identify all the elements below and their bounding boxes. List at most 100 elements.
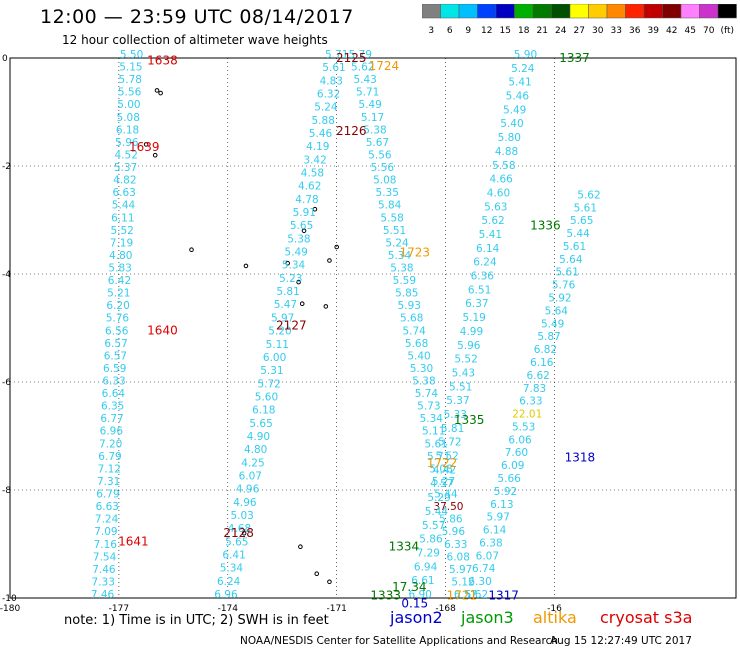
swh-value: 7.46 <box>91 589 115 601</box>
swh-value: 5.20 <box>268 326 291 338</box>
swh-value: 5.81 <box>276 286 299 298</box>
swh-value: 5.41 <box>479 229 502 241</box>
pass-time-label: 1723 <box>399 245 430 259</box>
swh-value: 5.67 <box>366 137 389 149</box>
swh-value: 4.57 <box>430 478 453 490</box>
pass-time-label: 1333 <box>370 588 401 602</box>
swh-value: 7.12 <box>98 463 121 475</box>
x-tick-label: -180 <box>0 604 20 614</box>
swh-value: 6.41 <box>222 549 245 561</box>
swh-value: 5.46 <box>309 128 333 140</box>
swh-value: 5.34 <box>388 250 412 262</box>
swh-value: 5.56 <box>371 162 395 174</box>
swh-value: 5.44 <box>434 489 458 501</box>
swh-value: 5.72 <box>257 378 280 390</box>
pass-time-label: 2128 <box>223 526 254 540</box>
swh-value: 6.96 <box>100 426 124 438</box>
swh-value: 5.60 <box>255 391 278 403</box>
swh-value: 6.36 <box>471 271 495 283</box>
swh-value: 6.33 <box>444 539 467 551</box>
swh-value: 5.59 <box>393 275 416 287</box>
swh-value: 6.32 <box>317 89 340 101</box>
swh-value: 6.56 <box>105 325 129 337</box>
swh-value: 5.49 <box>358 99 381 111</box>
swh-value: 5.38 <box>390 262 413 274</box>
swh-value: 5.23 <box>279 273 302 285</box>
swh-value: 7.09 <box>94 526 117 538</box>
swh-value: 6.24 <box>217 576 241 588</box>
swh-value: 5.24 <box>511 63 535 75</box>
swh-value: 4.96 <box>233 497 257 509</box>
swh-value: 5.33 <box>444 409 467 421</box>
swh-value: 5.85 <box>395 288 418 300</box>
swh-value: 5.38 <box>412 376 435 388</box>
swh-value: 5.50 <box>120 49 143 61</box>
scale-label: 3 <box>428 26 434 36</box>
swh-value: 5.61 <box>574 202 597 214</box>
pass-time-label: 1640 <box>147 324 178 338</box>
swh-value: 5.72 <box>438 437 461 449</box>
swh-value: 5.97 <box>449 564 472 576</box>
swh-value: 5.92 <box>494 486 517 498</box>
swh-value: 5.61 <box>556 267 579 279</box>
swh-value: 5.64 <box>545 305 569 317</box>
swh-value: 5.65 <box>570 215 593 227</box>
swh-value: 4.42 <box>433 464 456 476</box>
island-outline <box>243 263 249 269</box>
island-outline <box>241 530 247 536</box>
swh-value: 5.03 <box>230 510 253 522</box>
swh-value: 6.18 <box>116 124 139 136</box>
swh-value: 7.46 <box>92 564 116 576</box>
swh-value: 5.24 <box>385 237 409 249</box>
swh-value: 5.61 <box>424 438 447 450</box>
swh-value: 6.00 <box>263 352 286 364</box>
swh-value: 6.77 <box>100 413 123 425</box>
swh-value: 5.08 <box>429 463 452 475</box>
swh-value: 4.52 <box>115 149 138 161</box>
swh-value: 5.66 <box>497 473 521 485</box>
scale-label: 9 <box>465 26 471 36</box>
swh-value: 5.80 <box>498 132 521 144</box>
wave-height-color-scale: 3 6 9 12 15 18 21 24 27 30 33 36 39 42 45 70 (ft) <box>422 4 737 36</box>
swh-value: 5.62 <box>351 62 374 74</box>
swh-value: 6.07 <box>476 550 499 562</box>
swh-value: 6.38 <box>479 537 502 549</box>
swh-value: 5.49 <box>503 104 526 116</box>
scale-label: 36 <box>629 26 641 36</box>
swh-value: 7.33 <box>92 576 115 588</box>
pass-time-label: 1337 <box>559 51 590 65</box>
swh-value: 5.38 <box>363 124 386 136</box>
scale-label: 6 <box>447 26 453 36</box>
units-note: note: 1) Time is in UTC; 2) SWH is in fe… <box>64 613 329 628</box>
swh-value: 5.43 <box>452 367 475 379</box>
island-outline <box>314 571 320 577</box>
swh-value: 6.30 <box>468 576 491 588</box>
y-tick-label: -10 <box>2 594 17 604</box>
swh-value: 5.83 <box>108 262 131 274</box>
swh-value: 5.34 <box>420 413 444 425</box>
swh-value: 6.79 <box>96 489 119 501</box>
swh-value: 5.41 <box>508 77 531 89</box>
swh-value: 5.17 <box>361 112 384 124</box>
swh-value: 6.20 <box>106 300 129 312</box>
pass-time-label: 1318 <box>565 451 596 465</box>
x-tick-label: -16 <box>547 604 562 614</box>
swh-value: 5.24 <box>314 102 338 114</box>
swh-value: 5.65 <box>225 536 248 548</box>
swh-value: 5.97 <box>487 512 510 524</box>
scale-swatch <box>717 4 737 19</box>
swh-value: 5.88 <box>312 115 335 127</box>
scale-label: 15 <box>500 26 511 36</box>
island-outline <box>334 244 340 250</box>
swh-value: 37.50 <box>433 501 463 513</box>
swh-value: 5.08 <box>117 112 140 124</box>
pass-time-label: 1639 <box>129 140 160 154</box>
swh-value: 4.68 <box>228 523 251 535</box>
swh-value: 22.01 <box>512 409 542 421</box>
swh-value: 5.58 <box>380 212 403 224</box>
swh-value: 5.56 <box>368 149 392 161</box>
swh-value: 5.53 <box>512 421 535 433</box>
swh-value: 5.51 <box>383 225 406 237</box>
swh-value: 4.25 <box>241 457 264 469</box>
y-tick-label: -8 <box>2 486 11 496</box>
